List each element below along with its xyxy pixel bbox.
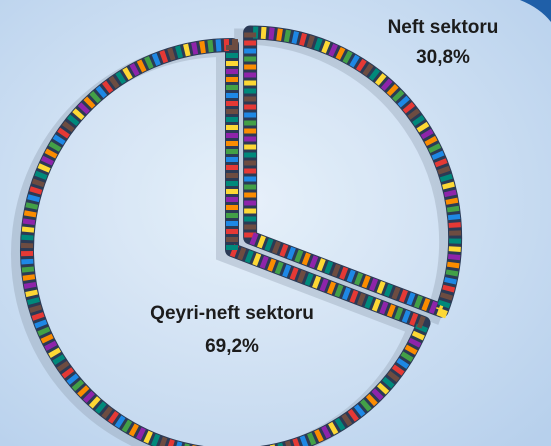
corner-decoration	[520, 0, 551, 22]
slice-label: Qeyri-neft sektoru	[150, 303, 314, 324]
slice-label: Neft sektoru	[388, 17, 499, 38]
crowd-figures	[21, 38, 432, 446]
slice-value-label: 30,8%	[416, 47, 470, 68]
crowd-figures	[21, 38, 432, 446]
crowd-figures	[21, 38, 432, 446]
slice-value-label: 69,2%	[205, 336, 259, 357]
crowd-figures	[244, 26, 462, 319]
pie	[11, 25, 463, 446]
